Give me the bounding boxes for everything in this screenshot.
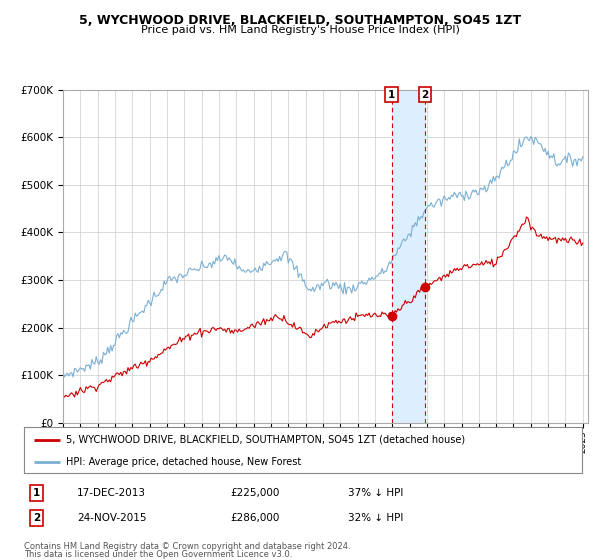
- Text: 1: 1: [388, 90, 395, 100]
- Text: This data is licensed under the Open Government Licence v3.0.: This data is licensed under the Open Gov…: [24, 550, 292, 559]
- Text: 17-DEC-2013: 17-DEC-2013: [77, 488, 146, 498]
- Text: £225,000: £225,000: [230, 488, 280, 498]
- Bar: [392, 90, 425, 423]
- Text: HPI: Average price, detached house, New Forest: HPI: Average price, detached house, New …: [66, 457, 301, 466]
- Text: 2: 2: [422, 90, 429, 100]
- Text: £286,000: £286,000: [230, 513, 280, 523]
- Text: 2: 2: [32, 513, 40, 523]
- Text: 5, WYCHWOOD DRIVE, BLACKFIELD, SOUTHAMPTON, SO45 1ZT: 5, WYCHWOOD DRIVE, BLACKFIELD, SOUTHAMPT…: [79, 14, 521, 27]
- Text: Price paid vs. HM Land Registry's House Price Index (HPI): Price paid vs. HM Land Registry's House …: [140, 25, 460, 35]
- Text: 37% ↓ HPI: 37% ↓ HPI: [347, 488, 403, 498]
- Text: 32% ↓ HPI: 32% ↓ HPI: [347, 513, 403, 523]
- Text: 24-NOV-2015: 24-NOV-2015: [77, 513, 146, 523]
- Text: 5, WYCHWOOD DRIVE, BLACKFIELD, SOUTHAMPTON, SO45 1ZT (detached house): 5, WYCHWOOD DRIVE, BLACKFIELD, SOUTHAMPT…: [66, 435, 465, 445]
- Text: Contains HM Land Registry data © Crown copyright and database right 2024.: Contains HM Land Registry data © Crown c…: [24, 542, 350, 550]
- Text: 1: 1: [32, 488, 40, 498]
